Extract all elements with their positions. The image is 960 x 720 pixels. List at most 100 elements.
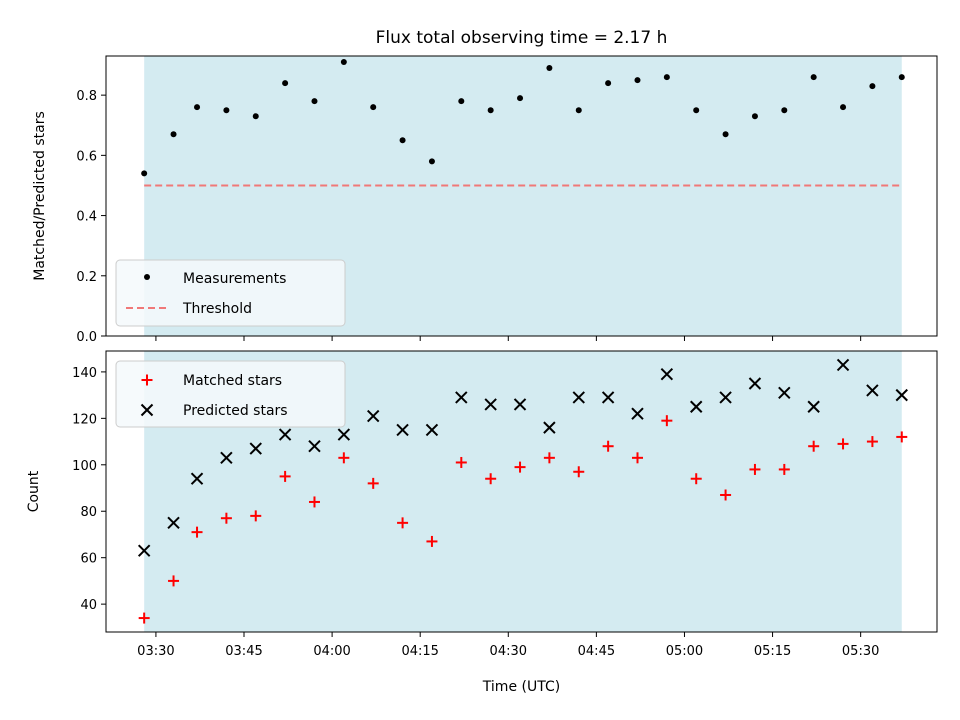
matched-star-point <box>573 466 585 478</box>
ratio-panel: 0.0 0.2 0.4 0.6 0.8 Flux total observing tim… <box>32 28 938 345</box>
measurement-point <box>340 59 347 66</box>
x-tick-label: 04:15 <box>401 644 438 659</box>
predicted-star-point <box>719 391 732 404</box>
predicted-stars-legend-marker <box>140 403 154 417</box>
measurement-point <box>170 131 177 138</box>
matched-star-point <box>308 496 320 508</box>
x-tick-label: 04:45 <box>578 644 615 659</box>
matched-star-point <box>455 456 467 468</box>
predicted-star-point <box>836 358 850 372</box>
ratio-y-tick-label: 0.2 <box>76 270 97 285</box>
count-panel-frame <box>105 350 938 633</box>
legend-plus-marker <box>141 374 153 386</box>
ratio-legend-box <box>115 259 346 327</box>
measurement-point <box>487 107 494 114</box>
predicted-star-point <box>367 409 380 423</box>
measurement-point <box>399 137 406 144</box>
x-tick-label: 05:00 <box>666 644 703 659</box>
x-tick-label: 05:15 <box>754 644 791 659</box>
measurement-point <box>751 113 758 120</box>
ratio-y-tick-label: 0.0 <box>76 330 97 345</box>
matched-star-point <box>690 473 702 485</box>
ratio-x-ticks <box>155 336 862 341</box>
ratio-panel-frame <box>105 55 938 337</box>
x-tick-label: 04:30 <box>490 644 527 659</box>
chart-title: Flux total observing time = 2.17 h <box>376 28 668 48</box>
measurements-legend-label: Measurements <box>183 271 286 287</box>
measurement-point <box>634 77 641 84</box>
matched-star-point <box>397 517 409 529</box>
matched-star-point <box>485 473 497 485</box>
matched-star-point <box>543 452 555 464</box>
measurement-point <box>546 65 553 72</box>
ratio-y-axis-label: Matched/Predicted stars <box>32 111 48 281</box>
ratio-y-tick-label: 0.4 <box>76 210 97 225</box>
measurement-point <box>575 107 582 114</box>
count-y-tick-label: 140 <box>72 366 97 381</box>
measurement-point <box>898 74 905 81</box>
predicted-star-point <box>425 423 439 437</box>
predicted-star-point <box>572 391 585 404</box>
matched-star-point <box>426 535 438 547</box>
predicted-star-point <box>748 377 762 390</box>
measurement-point <box>722 131 729 138</box>
matched-star-point <box>279 470 291 482</box>
predicted-star-point <box>249 442 262 455</box>
measurement-point <box>810 74 817 81</box>
predicted-star-point <box>220 451 233 465</box>
measurement-point <box>605 80 612 87</box>
count-y-tick-label: 40 <box>80 598 97 613</box>
x-tick-label: 03:45 <box>225 644 262 659</box>
measurement-points <box>141 59 905 177</box>
measurement-point <box>370 104 377 111</box>
count-y-tick-label: 120 <box>72 412 97 427</box>
legend-x-marker <box>140 403 154 417</box>
count-y-axis-label: Count <box>26 470 42 512</box>
predicted-star-point <box>690 400 703 413</box>
predicted-stars-legend-label: Predicted stars <box>183 403 288 419</box>
matched-stars-legend-label: Matched stars <box>183 373 282 389</box>
measurement-point <box>282 80 289 87</box>
matched-star-point <box>631 452 643 464</box>
count-y-tick-label: 60 <box>80 552 97 567</box>
matched-star-point <box>896 431 908 443</box>
matched-stars-legend-marker <box>141 374 153 386</box>
x-tick-label: 05:30 <box>842 644 879 659</box>
predicted-stars-points <box>137 358 908 557</box>
predicted-star-point <box>601 391 615 404</box>
predicted-star-point <box>513 398 527 411</box>
predicted-star-point <box>167 516 180 530</box>
matched-stars-points <box>138 415 908 624</box>
matched-star-point <box>808 440 820 452</box>
threshold-legend-label: Threshold <box>182 301 252 317</box>
measurement-point <box>840 104 847 111</box>
matched-star-point <box>191 526 203 538</box>
measurement-point <box>194 104 201 111</box>
measurement-point <box>663 74 670 81</box>
x-axis-label: Time (UTC) <box>482 679 560 695</box>
predicted-star-point <box>543 421 556 434</box>
matched-star-point <box>220 512 232 524</box>
measurements-legend-marker <box>144 274 150 280</box>
matched-star-point <box>514 461 526 473</box>
count-legend-box <box>115 360 346 428</box>
matched-star-point <box>602 440 614 452</box>
predicted-star-point <box>137 544 151 557</box>
matched-star-point <box>338 452 350 464</box>
count-x-ticks: 03:30 03:45 04:00 04:15 04:30 04:45 05:00 05:15… <box>137 632 879 659</box>
measurement-point <box>311 98 318 105</box>
predicted-star-point <box>190 472 204 485</box>
count-legend: Matched stars Predicted stars <box>115 360 346 428</box>
predicted-star-point <box>807 400 820 413</box>
measurement-point <box>781 107 788 114</box>
matched-star-point <box>866 436 878 448</box>
measurement-point <box>869 83 876 90</box>
predicted-star-point <box>660 368 674 381</box>
ratio-y-ticks: 0.0 0.2 0.4 0.6 0.8 <box>76 89 106 345</box>
measurement-point <box>428 158 435 165</box>
predicted-star-point <box>278 428 292 441</box>
measurement-point <box>223 107 230 114</box>
predicted-star-point <box>308 440 321 453</box>
ratio-legend: Measurements Threshold <box>115 259 346 327</box>
